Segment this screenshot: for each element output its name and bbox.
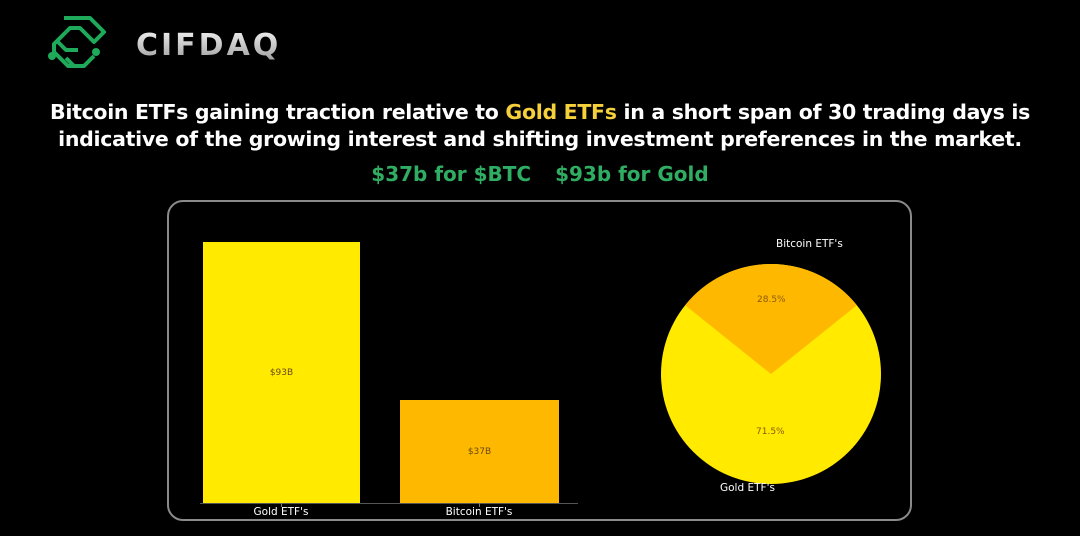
pie-pct-gold: 71.5% [756, 427, 785, 437]
bar-value-label: $37B [467, 446, 492, 457]
brand-name: CIFDAQ [136, 27, 282, 63]
headline: Bitcoin ETFs gaining traction relative t… [0, 99, 1080, 153]
chart-panel [167, 200, 912, 521]
bar-gold-etf: $93B [203, 242, 360, 503]
btc-amount: $37b for $BTC [371, 162, 532, 186]
bar-value-label: $93B [269, 367, 294, 378]
x-tick-label: Bitcoin ETF's [445, 506, 513, 518]
x-tick-label: Gold ETF's [253, 506, 309, 518]
subline: $37b for $BTC $93b for Gold [0, 162, 1080, 186]
headline-text: in a short span of 30 trading days is [616, 100, 1031, 124]
headline-line-1: Bitcoin ETFs gaining traction relative t… [0, 99, 1080, 126]
pie-label-gold: Gold ETF's [720, 482, 775, 494]
bar-bitcoin-etf: $37B [400, 400, 559, 503]
pie-chart [661, 264, 881, 484]
brand-logo: CIFDAQ [44, 12, 281, 78]
headline-highlight: Gold ETFs [505, 100, 617, 124]
headline-line-2: indicative of the growing interest and s… [58, 127, 1022, 151]
pie-label-bitcoin: Bitcoin ETF's [776, 238, 843, 250]
pie-slice-bitcoin [685, 264, 857, 374]
x-axis [200, 503, 578, 504]
headline-text: Bitcoin ETFs gaining traction relative t… [50, 100, 506, 124]
gold-amount: $93b for Gold [555, 162, 709, 186]
pie-pct-bitcoin: 28.5% [757, 295, 786, 305]
x-tick [479, 503, 480, 507]
x-tick [281, 503, 282, 507]
cifdaq-logo-icon [48, 16, 106, 68]
